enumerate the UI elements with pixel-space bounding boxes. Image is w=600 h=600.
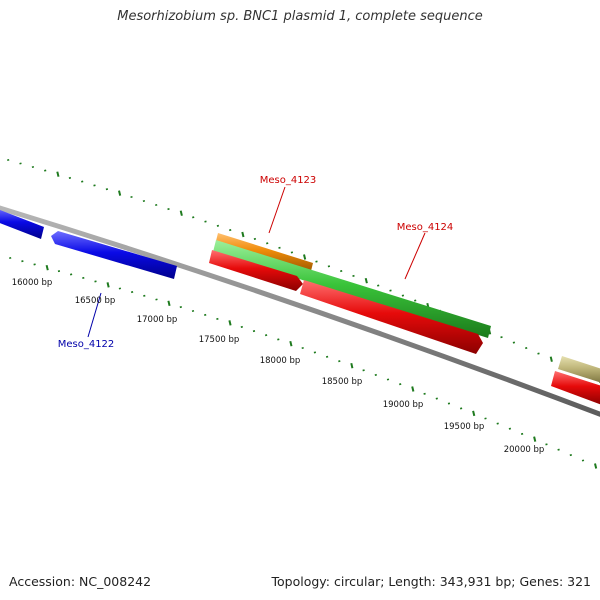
gene-label-meso-4122[interactable]: Meso_4122 [58,339,115,350]
leader-line-meso-4123 [268,186,286,234]
major-tick [472,410,476,417]
major-tick [56,171,60,177]
major-tick [45,264,49,271]
gene-blue-partial[interactable] [0,208,44,239]
scale-label: 18500 bp [322,377,363,387]
major-tick [106,282,110,288]
major-tick [533,436,537,442]
major-tick [411,386,415,392]
topology-text: Topology: circular; Length: 343,931 bp; … [271,574,592,589]
gene-red-1[interactable] [209,250,303,291]
gene-meso-4123[interactable] [216,233,313,271]
scale-label: 20000 bp [504,445,545,455]
gene-khaki-partial[interactable] [558,356,600,383]
major-tick [289,340,293,347]
gene-meso-4122[interactable] [51,231,177,279]
gene-meso-4124[interactable] [213,240,491,338]
gene-label-meso-4123[interactable]: Meso_4123 [260,175,317,186]
scale-label: 19500 bp [444,422,485,432]
scale-label: 17000 bp [137,315,178,325]
gene-red-2[interactable] [300,280,483,354]
major-tick [549,356,553,362]
scale-label: 16000 bp [12,278,53,288]
gene-red-partial[interactable] [551,371,600,405]
gene-label-meso-4124[interactable]: Meso_4124 [397,222,454,233]
scale-label: 16500 bp [75,296,116,306]
leader-line-meso-4122 [87,292,102,338]
major-tick [241,231,245,238]
major-tick [350,362,354,369]
inner-tick-row [9,256,598,469]
leader-line-meso-4124 [404,232,426,280]
scale-label: 18000 bp [260,356,301,366]
major-tick [179,210,183,216]
scale-label: 19000 bp [383,400,424,410]
scale-label: 17500 bp [199,335,240,345]
accession-text: Accession: NC_008242 [9,574,152,589]
major-tick [167,300,171,307]
map-title: Mesorhizobium sp. BNC1 plasmid 1, comple… [117,9,483,24]
major-tick [303,254,307,260]
major-tick [118,190,122,196]
major-tick [228,320,232,326]
major-tick [594,463,598,469]
major-tick [364,277,368,284]
dna-backbone [0,205,600,417]
